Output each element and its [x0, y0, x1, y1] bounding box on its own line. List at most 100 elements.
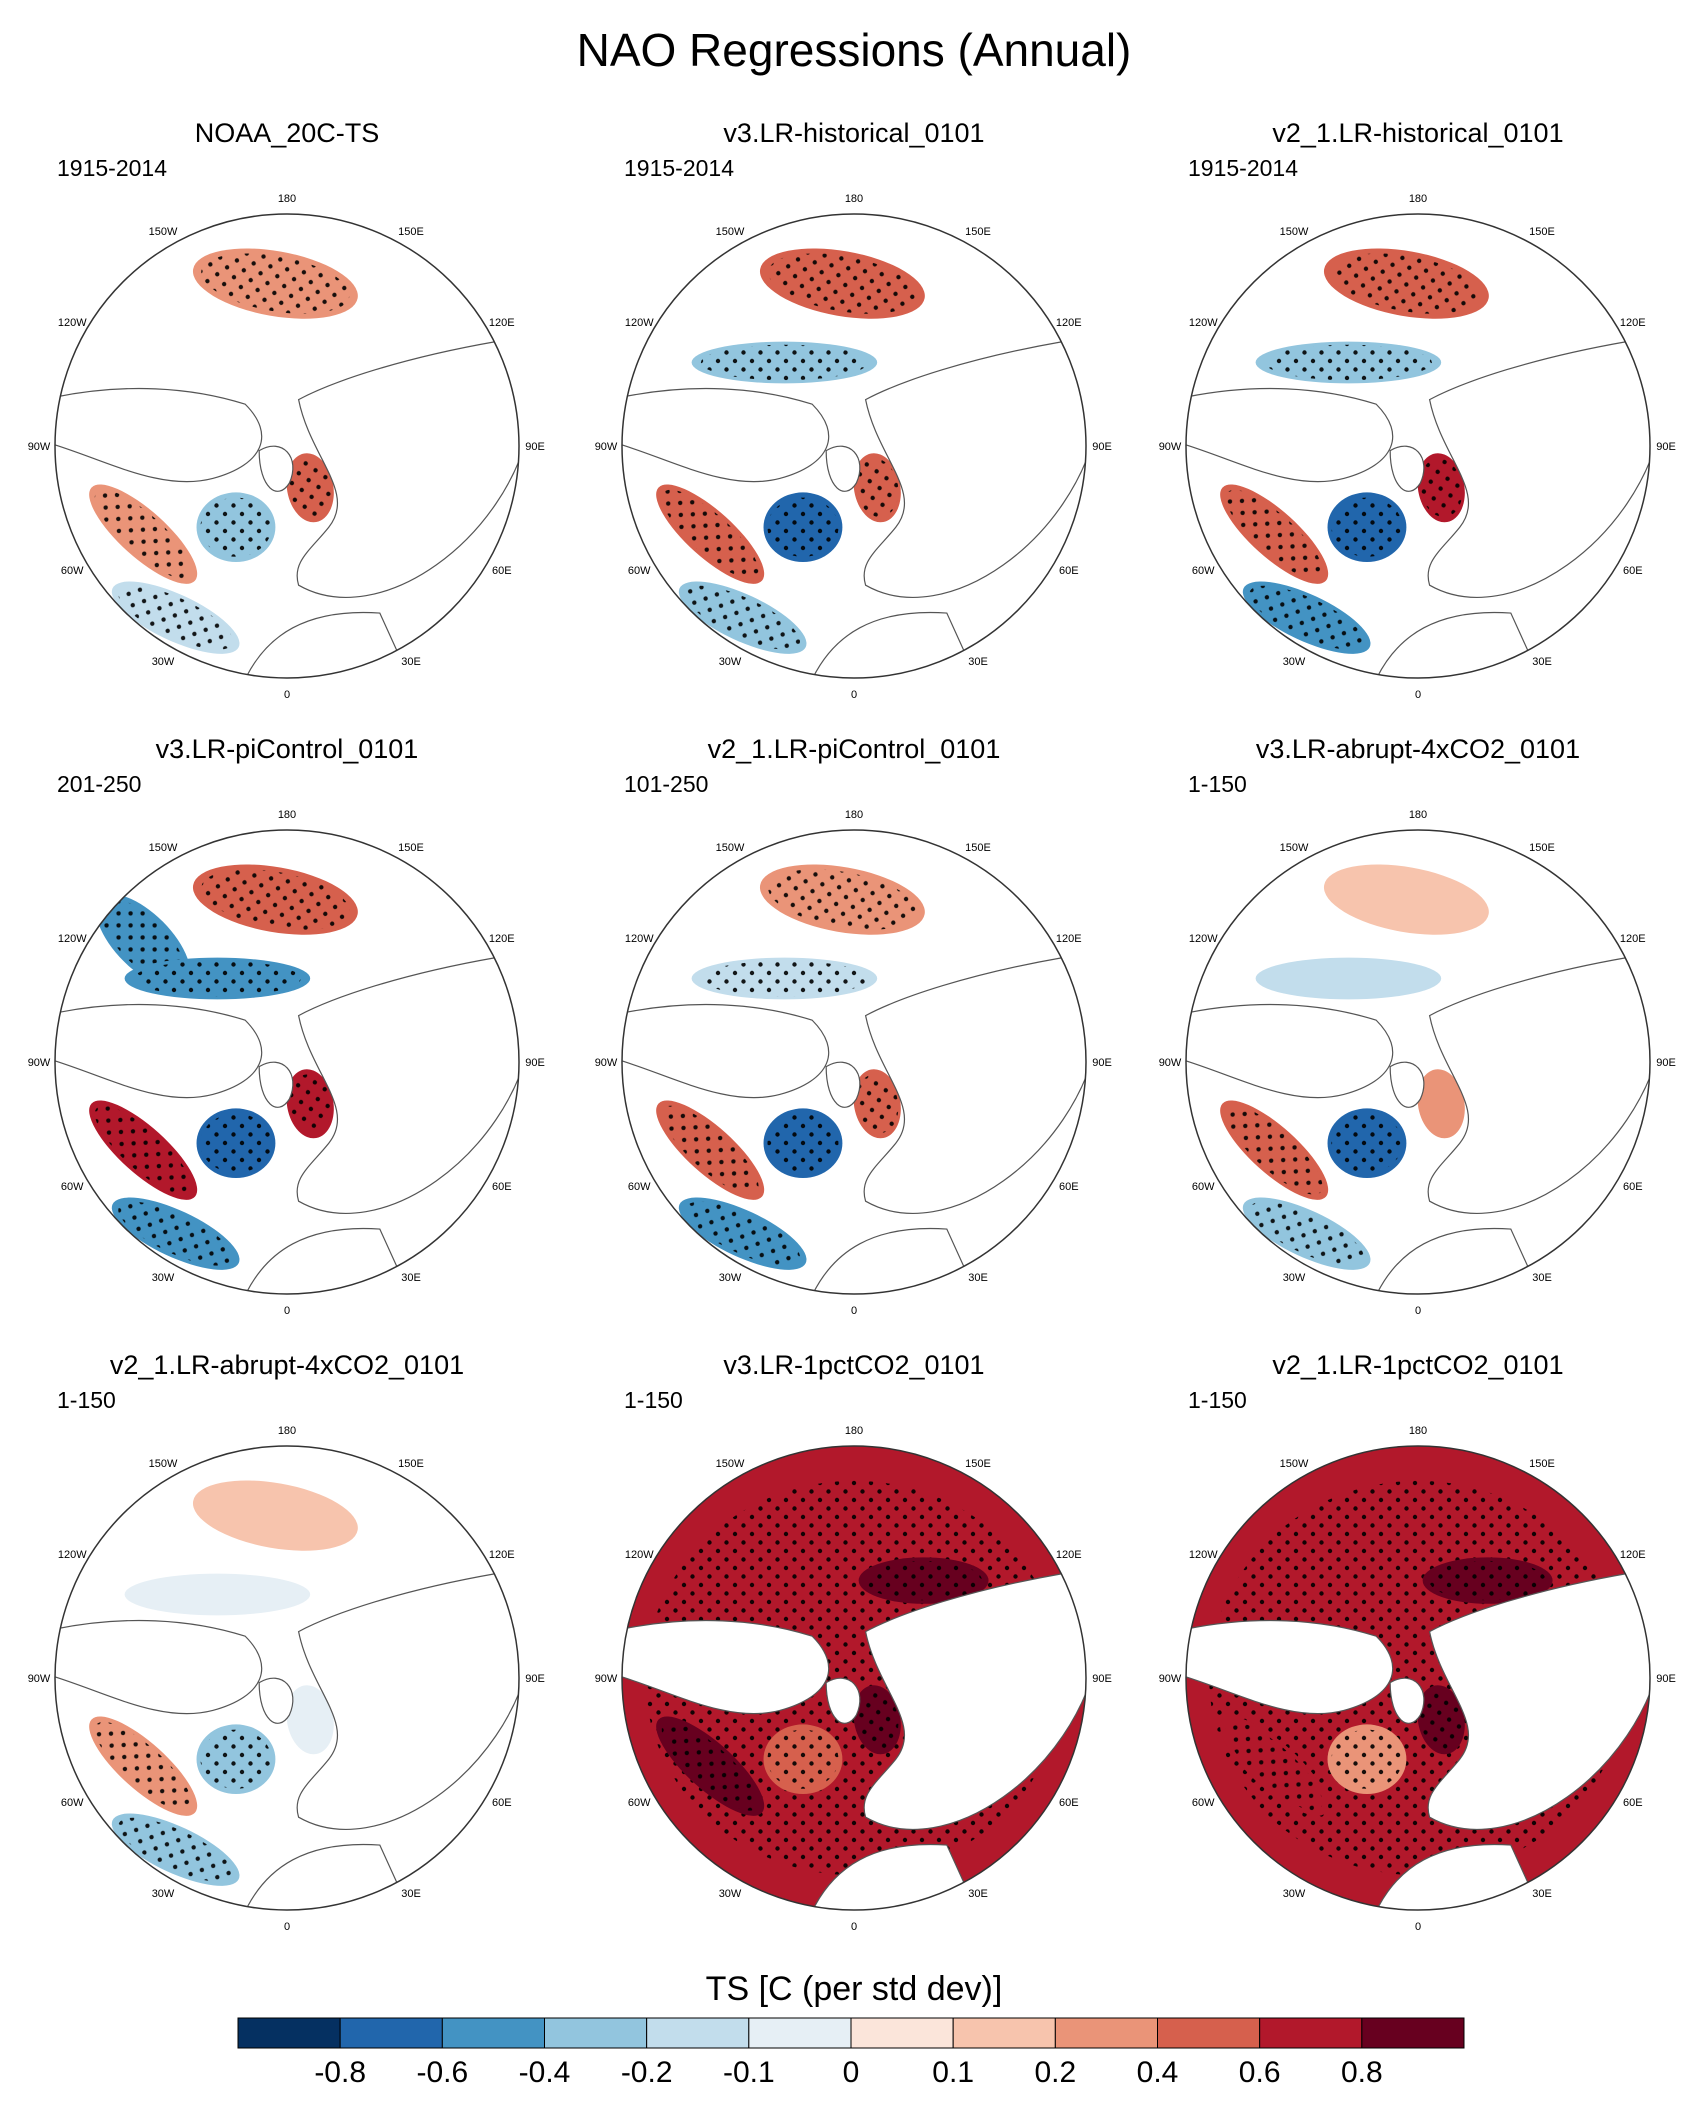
- landmass-greenland: [825, 1677, 861, 1724]
- panel-period: 1-150: [1188, 1387, 1247, 1413]
- lon-label: 60W: [1192, 1181, 1215, 1193]
- lon-label: 90W: [28, 1673, 51, 1685]
- colorbar-swatch: [339, 2017, 443, 2049]
- panel-title: v3.LR-1pctCO2_0101: [723, 1350, 984, 1380]
- lon-label: 60W: [628, 565, 651, 577]
- landmass-eurasia: [1427, 1572, 1650, 1830]
- significance-labrador-sea: [1331, 1729, 1403, 1789]
- significance-bering-alaska: [133, 960, 301, 997]
- significance-labrador-sea: [1331, 1113, 1403, 1173]
- significance-siberia-coast: [865, 1560, 983, 1601]
- significance-n-pacific: [201, 253, 350, 314]
- lon-label: 150E: [965, 1458, 991, 1470]
- lon-label: 120E: [489, 1549, 515, 1561]
- lon-label: 0: [851, 1921, 857, 1933]
- lon-label: 120E: [1056, 1549, 1082, 1561]
- colorbar-swatch: [1157, 2017, 1261, 2049]
- lon-label: 90E: [1656, 1673, 1676, 1685]
- anomaly-bering-alaska: [124, 1573, 311, 1616]
- lon-label: 60W: [61, 1181, 84, 1193]
- lon-label: 90W: [28, 1057, 51, 1069]
- significance-w-atlantic: [94, 1105, 192, 1195]
- lon-label: 90W: [1159, 1057, 1182, 1069]
- anomaly-bering-alaska: [1255, 957, 1442, 1000]
- lon-label: 150E: [398, 1458, 424, 1470]
- significance-barents-sea: [856, 1690, 899, 1750]
- significance-subtropical-atlantic: [685, 585, 801, 650]
- panels: 180 150E 120E 90E 60E 30E 0 30W 60W 90W 120W 150W NO…: [28, 118, 1676, 1933]
- lon-label: 90W: [595, 1057, 618, 1069]
- lon-label: 150W: [716, 1458, 745, 1470]
- colorbar-swatch: [1259, 2017, 1363, 2049]
- anomaly-barents-sea: [286, 1685, 334, 1755]
- lon-label: 150E: [398, 226, 424, 238]
- panel-title: v3.LR-abrupt-4xCO2_0101: [1256, 734, 1580, 764]
- colorbar-swatch: [646, 2017, 750, 2049]
- lon-label: 60W: [628, 1797, 651, 1809]
- lon-label: 180: [1409, 809, 1427, 821]
- panel-period: 1-150: [57, 1387, 116, 1413]
- lon-label: 120W: [58, 1549, 87, 1561]
- significance-barents-sea: [289, 458, 332, 518]
- map-boundary: [1185, 213, 1651, 679]
- map-panel-v3-lr-picontrol-0101: 180 150E 120E 90E 60E 30E 0 30W 60W 90W 120W 150W v3…: [28, 734, 545, 1317]
- significance-labrador-sea: [1331, 497, 1403, 557]
- significance-barents-sea: [856, 1074, 899, 1134]
- lon-label: 0: [851, 689, 857, 701]
- landmass-greenland: [825, 445, 861, 492]
- lon-label: 120W: [58, 317, 87, 329]
- lon-label: 150W: [149, 226, 178, 238]
- significance-subtropical-atlantic: [118, 585, 234, 650]
- lon-label: 60E: [1059, 1797, 1079, 1809]
- landmass-eurasia: [296, 1572, 519, 1830]
- map-panel-v2-1-lr-picontrol-0101: 180 150E 120E 90E 60E 30E 0 30W 60W 90W 120W 150W v2…: [595, 734, 1112, 1317]
- colorbar-tick-label: -0.1: [723, 2056, 775, 2089]
- lon-label: 30E: [1532, 656, 1552, 668]
- map-panel-v2-1-lr-1pctco2-0101: 180 150E 120E 90E 60E 30E 0 30W 60W 90W 120W 150W v2…: [1159, 1350, 1676, 1933]
- lon-label: 0: [1415, 1305, 1421, 1317]
- panel-title: v3.LR-piControl_0101: [156, 734, 419, 764]
- landmass-greenland: [258, 1061, 294, 1108]
- lon-label: 90E: [1092, 441, 1112, 453]
- lon-label: 30E: [968, 1272, 988, 1284]
- landmass-eurasia: [863, 1572, 1086, 1830]
- lon-label: 30W: [719, 1888, 742, 1900]
- anomaly-n-pacific: [1323, 864, 1489, 935]
- lon-label: 60W: [1192, 565, 1215, 577]
- significance-w-atlantic: [94, 489, 192, 579]
- landmass-greenland: [1389, 1061, 1425, 1108]
- lon-label: 60E: [492, 1181, 512, 1193]
- lon-label: 150W: [716, 226, 745, 238]
- lon-label: 30E: [1532, 1888, 1552, 1900]
- colorbar-tick-label: -0.8: [314, 2056, 366, 2089]
- significance-w-atlantic: [1225, 489, 1323, 579]
- colorbar-swatch: [952, 2017, 1056, 2049]
- lon-label: 60W: [61, 1797, 84, 1809]
- colorbar-swatch: [237, 2017, 341, 2049]
- significance-bering-alaska: [700, 960, 868, 997]
- lon-label: 60E: [1059, 565, 1079, 577]
- lon-label: 150E: [1529, 226, 1555, 238]
- lon-label: 90E: [1092, 1057, 1112, 1069]
- lon-label: 90W: [1159, 441, 1182, 453]
- colorbar-tick-label: 0.6: [1239, 2056, 1281, 2089]
- significance-w-atlantic: [94, 1721, 192, 1811]
- lon-label: 120E: [489, 933, 515, 945]
- panel-title: v2_1.LR-historical_0101: [1272, 118, 1563, 148]
- lon-label: 90E: [525, 1057, 545, 1069]
- colorbar-tick-label: -0.2: [621, 2056, 673, 2089]
- significance-subtropical-atlantic: [1249, 585, 1365, 650]
- lon-label: 120E: [1056, 317, 1082, 329]
- landmass-north-america: [622, 1003, 830, 1099]
- map-boundary: [54, 829, 520, 1295]
- landmass-north-america: [55, 1619, 263, 1715]
- lon-label: 30W: [152, 656, 175, 668]
- lon-label: 150W: [149, 842, 178, 854]
- lon-label: 60W: [628, 1181, 651, 1193]
- lon-label: 120E: [1620, 1549, 1646, 1561]
- lon-label: 0: [284, 689, 290, 701]
- map-boundary: [54, 213, 520, 679]
- significance-bering-alaska: [700, 344, 868, 381]
- significance-labrador-sea: [200, 497, 272, 557]
- colorbar-swatch: [748, 2017, 852, 2049]
